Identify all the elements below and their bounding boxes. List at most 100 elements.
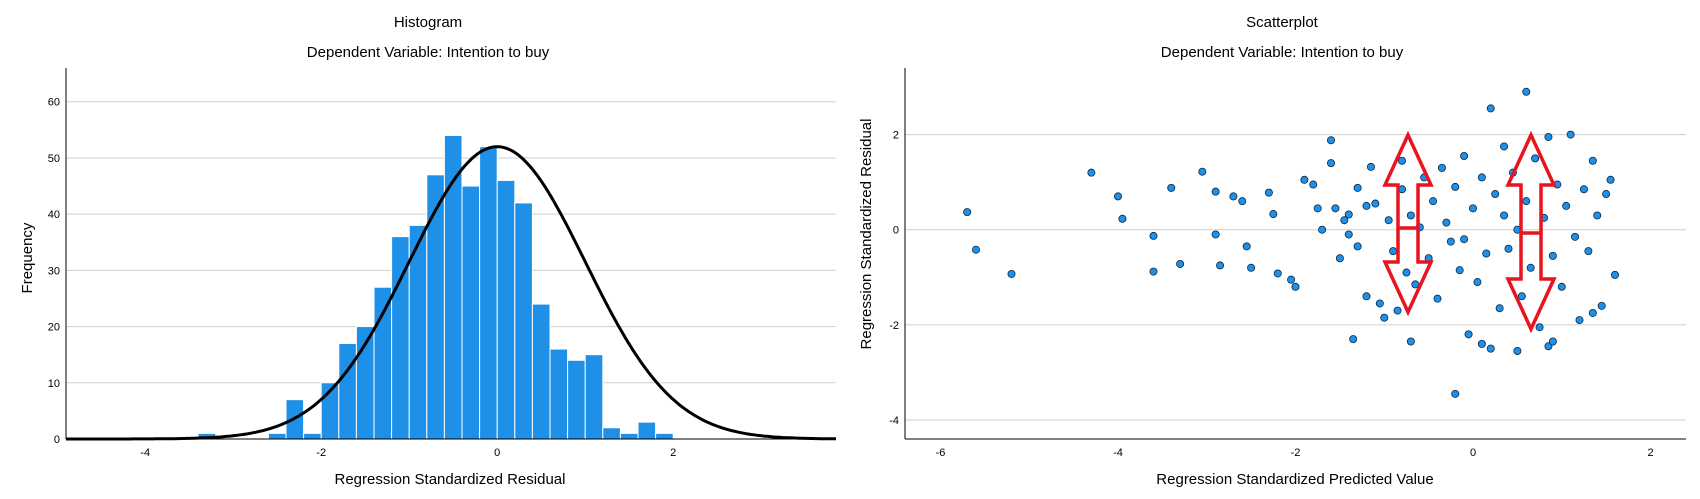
scatterplot-gridlines (905, 134, 1686, 421)
scatter-point (1579, 185, 1588, 194)
histogram-bar (303, 432, 322, 440)
scatter-point (1562, 201, 1571, 210)
scatter-point (1335, 254, 1344, 263)
scatter-point (1176, 259, 1185, 268)
scatter-point (1437, 163, 1446, 172)
scatter-point (1451, 182, 1460, 191)
scatter-point (1375, 299, 1384, 308)
histogram-title: Histogram (394, 14, 462, 31)
scatter-point (1384, 216, 1393, 225)
histogram-y-tick-label: 20 (48, 322, 60, 334)
histogram-bar (496, 179, 516, 440)
histogram-bar (584, 354, 604, 440)
scatter-point (1451, 389, 1460, 398)
scatter-point (1406, 337, 1415, 346)
scatter-point (1366, 162, 1375, 171)
histogram-y-tick-label: 50 (48, 153, 60, 165)
scatter-point (1242, 242, 1251, 251)
histogram-x-tick-label: 0 (494, 447, 500, 459)
scatterplot-x-tick-label: 0 (1470, 447, 1476, 459)
scatter-point (1460, 151, 1469, 160)
scatter-point (1229, 192, 1238, 201)
scatter-point (1469, 204, 1478, 213)
histogram-y-tick-label: 10 (48, 378, 60, 390)
scatter-point (1460, 235, 1469, 244)
scatter-point (1557, 282, 1566, 291)
scatter-point (1406, 211, 1415, 220)
scatterplot-y-tick-label: 0 (893, 225, 899, 237)
scatter-point (1548, 251, 1557, 260)
histogram-subtitle: Dependent Variable: Intention to buy (307, 44, 550, 61)
scatterplot-x-tick-label: 2 (1647, 447, 1653, 459)
scatter-point (1500, 142, 1509, 151)
scatter-point (1313, 204, 1322, 213)
scatter-point (1455, 266, 1464, 275)
histogram-bar (479, 146, 498, 440)
scatter-point (1486, 104, 1495, 113)
histogram-y-ticks: 0 10 20 30 40 50 60 (48, 97, 60, 446)
scatter-point (1491, 190, 1500, 199)
scatter-point (1477, 339, 1486, 348)
scatter-point (1575, 316, 1584, 325)
scatterplot-y-axis-label: Regression Standardized Residual (858, 119, 875, 350)
histogram-bar (373, 286, 393, 440)
scatterplot-x-ticks: -6 -4 -2 0 2 (936, 447, 1654, 459)
histogram-bar (567, 359, 586, 440)
annotation-arrows (1382, 130, 1557, 334)
scatter-point (1611, 270, 1620, 279)
scatter-point (1353, 183, 1362, 192)
scatter-point (1211, 187, 1220, 196)
scatterplot-x-axis-label: Regression Standardized Predicted Value (1156, 471, 1433, 488)
histogram-x-tick-label: -2 (316, 447, 326, 459)
scatter-point (1114, 192, 1123, 201)
scatter-point (1389, 247, 1398, 256)
scatterplot-x-tick-label: -4 (1113, 447, 1123, 459)
scatter-point (1566, 130, 1575, 139)
scatterplot-title: Scatterplot (1246, 14, 1319, 31)
scatter-point (1486, 344, 1495, 353)
histogram-bar (426, 174, 445, 440)
double-arrow-right (1505, 130, 1557, 334)
scatter-point (1393, 306, 1402, 315)
scatterplot-y-tick-label: -2 (889, 320, 899, 332)
scatter-point (1402, 268, 1411, 277)
scatter-point (1247, 263, 1256, 272)
double-arrow-left (1382, 130, 1434, 317)
scatter-point (1269, 210, 1278, 219)
scatter-point (1473, 278, 1482, 287)
scatter-point (1548, 337, 1557, 346)
scatterplot-chart: Scatterplot Dependent Variable: Intentio… (858, 14, 1686, 488)
histogram-bar (619, 432, 639, 440)
scatter-point (1500, 211, 1509, 220)
scatter-point (1504, 244, 1513, 253)
scatter-point (972, 245, 981, 254)
scatter-point (1371, 199, 1380, 208)
scatter-point (1216, 261, 1225, 270)
scatter-point (1513, 347, 1522, 356)
scatter-point (1264, 188, 1273, 197)
histogram-y-tick-label: 30 (48, 265, 60, 277)
scatter-point (1522, 197, 1531, 206)
scatter-point (1149, 231, 1158, 240)
histogram-chart: Histogram Dependent Variable: Intention … (19, 14, 836, 488)
scatter-point (1362, 201, 1371, 210)
scatter-point (1300, 175, 1309, 184)
histogram-x-axis-label: Regression Standardized Residual (335, 471, 566, 488)
scatter-point (1331, 204, 1340, 213)
histogram-bar (338, 342, 357, 440)
scatterplot-y-ticks: -4 -2 0 2 (889, 130, 899, 427)
scatter-point (1340, 216, 1349, 225)
scatter-point (1584, 247, 1593, 256)
histogram-bar (549, 348, 569, 440)
histogram-bars (197, 134, 674, 440)
scatter-point (1446, 237, 1455, 246)
scatter-point (1318, 225, 1327, 234)
scatter-point (963, 208, 972, 217)
scatter-point (1287, 275, 1296, 284)
scatterplot-x-tick-label: -6 (936, 447, 946, 459)
histogram-x-ticks: -4 -2 0 2 (140, 447, 676, 459)
histogram-y-axis-label: Frequency (19, 222, 36, 293)
histogram-bar (637, 421, 657, 440)
histogram-x-tick-label: -4 (140, 447, 150, 459)
scatter-point (1495, 304, 1504, 313)
